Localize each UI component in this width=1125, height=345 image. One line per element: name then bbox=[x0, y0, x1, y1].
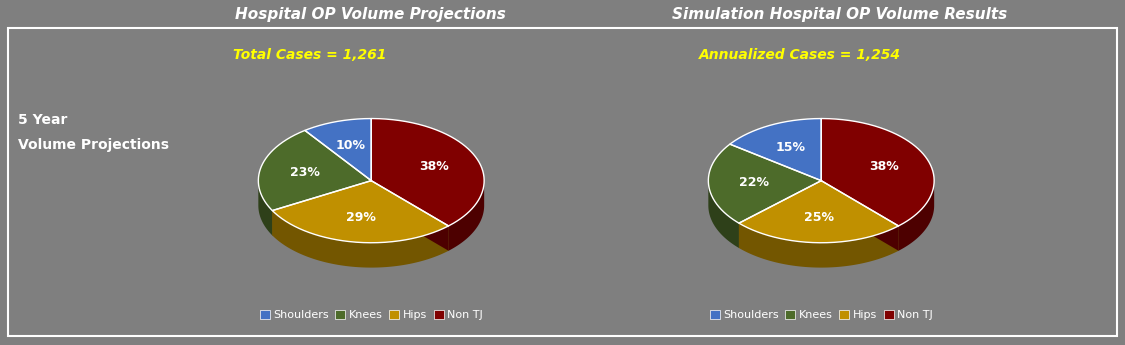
Text: 23%: 23% bbox=[290, 166, 321, 179]
Text: 25%: 25% bbox=[804, 211, 834, 224]
Polygon shape bbox=[821, 119, 934, 226]
Text: Volume Projections: Volume Projections bbox=[18, 138, 169, 152]
Text: 15%: 15% bbox=[775, 141, 805, 154]
Legend: Shoulders, Knees, Hips, Non TJ: Shoulders, Knees, Hips, Non TJ bbox=[705, 305, 937, 325]
Polygon shape bbox=[272, 181, 449, 243]
Polygon shape bbox=[730, 119, 821, 181]
Polygon shape bbox=[821, 181, 899, 251]
Polygon shape bbox=[821, 181, 899, 251]
Polygon shape bbox=[739, 181, 821, 248]
Text: Hospital OP Volume Projections: Hospital OP Volume Projections bbox=[235, 7, 505, 21]
Polygon shape bbox=[259, 130, 371, 210]
Polygon shape bbox=[709, 144, 821, 223]
Polygon shape bbox=[739, 223, 899, 268]
Text: 29%: 29% bbox=[345, 211, 376, 224]
Bar bbox=[8, 28, 1117, 336]
Polygon shape bbox=[449, 181, 484, 251]
Polygon shape bbox=[739, 181, 899, 243]
Polygon shape bbox=[272, 181, 371, 235]
Legend: Shoulders, Knees, Hips, Non TJ: Shoulders, Knees, Hips, Non TJ bbox=[255, 305, 487, 325]
Text: Annualized Cases = 1,254: Annualized Cases = 1,254 bbox=[699, 48, 901, 62]
Text: Simulation Hospital OP Volume Results: Simulation Hospital OP Volume Results bbox=[673, 7, 1008, 21]
Polygon shape bbox=[371, 119, 484, 226]
Polygon shape bbox=[305, 119, 371, 181]
Polygon shape bbox=[709, 181, 739, 248]
Polygon shape bbox=[899, 181, 934, 251]
Text: 5 Year: 5 Year bbox=[18, 113, 68, 127]
Text: 22%: 22% bbox=[739, 177, 768, 189]
Polygon shape bbox=[272, 210, 449, 268]
Polygon shape bbox=[739, 181, 821, 248]
Polygon shape bbox=[272, 181, 371, 235]
Polygon shape bbox=[259, 181, 272, 235]
Text: 38%: 38% bbox=[420, 160, 449, 174]
Text: Total Cases = 1,261: Total Cases = 1,261 bbox=[233, 48, 387, 62]
Polygon shape bbox=[371, 181, 449, 251]
Polygon shape bbox=[371, 181, 449, 251]
Text: 10%: 10% bbox=[335, 139, 366, 152]
Text: 38%: 38% bbox=[870, 160, 899, 174]
